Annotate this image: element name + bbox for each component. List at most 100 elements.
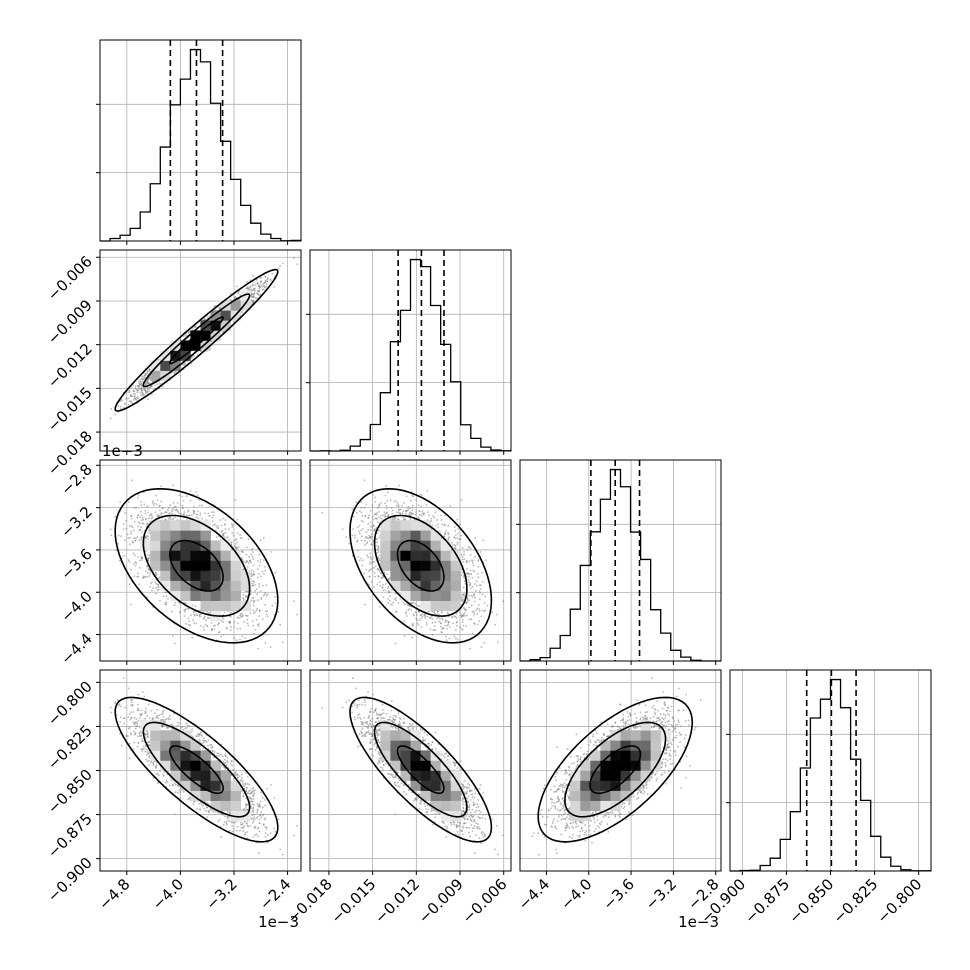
sample-point <box>143 374 146 377</box>
sample-point <box>377 576 380 578</box>
sample-point <box>388 591 390 594</box>
sample-point <box>242 593 245 596</box>
sample-point <box>461 798 464 801</box>
sample-point <box>414 602 417 605</box>
sample-point <box>242 598 245 601</box>
density-cell <box>440 570 451 581</box>
sample-point <box>136 572 139 575</box>
sample-point <box>436 519 438 521</box>
sample-point <box>127 716 130 719</box>
sample-point <box>211 629 213 631</box>
sample-point <box>356 540 359 543</box>
sample-point <box>212 524 215 527</box>
density-cell <box>220 590 231 601</box>
sample-point <box>130 701 133 704</box>
sample-point <box>144 707 147 710</box>
sample-point <box>417 624 420 627</box>
sample-point <box>421 494 423 496</box>
sample-point <box>258 830 261 833</box>
sample-point <box>168 512 171 515</box>
sample-point <box>151 718 154 721</box>
sample-point <box>187 607 190 610</box>
sample-point <box>205 741 208 743</box>
sample-point <box>148 529 150 532</box>
sample-point <box>194 325 197 328</box>
sample-point <box>466 599 469 602</box>
sample-point <box>409 722 411 725</box>
density-layer <box>109 479 299 650</box>
sample-point <box>454 545 457 547</box>
sample-point <box>253 632 256 635</box>
sample-point <box>269 646 272 648</box>
sample-point <box>140 386 143 389</box>
sample-point <box>382 576 385 578</box>
sample-point <box>476 607 479 610</box>
sample-point <box>421 729 424 732</box>
sample-point <box>433 624 436 627</box>
sample-point <box>145 745 147 748</box>
sample-point <box>144 750 147 753</box>
sample-point <box>152 380 154 383</box>
density-cell <box>390 580 401 591</box>
tick-label: −0.018 <box>284 875 336 927</box>
sample-point <box>148 514 151 517</box>
sample-point <box>380 717 383 719</box>
density-cell <box>410 730 421 741</box>
sample-point <box>259 558 262 561</box>
sample-point <box>190 513 193 516</box>
sample-point <box>147 558 150 561</box>
sample-point <box>477 799 480 801</box>
sample-point <box>473 613 475 616</box>
sample-point <box>187 510 190 513</box>
sample-point <box>145 525 148 528</box>
sample-point <box>148 526 151 529</box>
sample-point <box>471 576 474 579</box>
density-cell <box>140 540 151 551</box>
sample-point <box>382 769 384 771</box>
sample-point <box>265 285 268 288</box>
density-cell <box>180 340 191 351</box>
sample-point <box>434 816 437 819</box>
sample-point <box>185 495 188 498</box>
sample-point <box>374 496 376 499</box>
sample-point <box>187 617 190 620</box>
density-cell <box>210 540 221 551</box>
sample-point <box>200 803 203 806</box>
density-cell <box>200 770 211 781</box>
sample-point <box>475 580 478 583</box>
sample-point <box>137 525 139 528</box>
sample-point <box>362 520 364 523</box>
sample-point <box>389 595 392 597</box>
sample-point <box>254 825 257 828</box>
sample-point <box>420 617 422 620</box>
density-cell <box>180 580 191 591</box>
sample-point <box>445 635 448 638</box>
sample-point <box>468 808 471 811</box>
sample-point <box>161 507 164 510</box>
density-cell <box>430 540 441 551</box>
sample-point <box>190 614 192 617</box>
sample-point <box>241 613 244 616</box>
sample-point <box>140 394 142 397</box>
sample-point <box>188 725 191 727</box>
sample-point <box>469 569 472 572</box>
density-cell <box>390 730 401 741</box>
density-cell <box>210 590 221 601</box>
sample-point <box>271 604 274 607</box>
density-cell <box>160 760 171 771</box>
sample-point <box>139 391 142 394</box>
sample-point <box>462 598 465 601</box>
sample-point <box>476 823 479 825</box>
sample-point <box>136 722 139 725</box>
sample-point <box>260 598 263 601</box>
sample-point <box>233 297 236 300</box>
sample-point <box>222 534 224 537</box>
sample-point <box>155 761 158 764</box>
sample-point <box>165 511 168 514</box>
sample-point <box>130 704 133 707</box>
sample-point <box>146 390 149 393</box>
sample-point <box>433 516 436 519</box>
sample-point <box>239 829 241 832</box>
sample-point <box>378 724 381 727</box>
sample-point <box>358 699 360 701</box>
